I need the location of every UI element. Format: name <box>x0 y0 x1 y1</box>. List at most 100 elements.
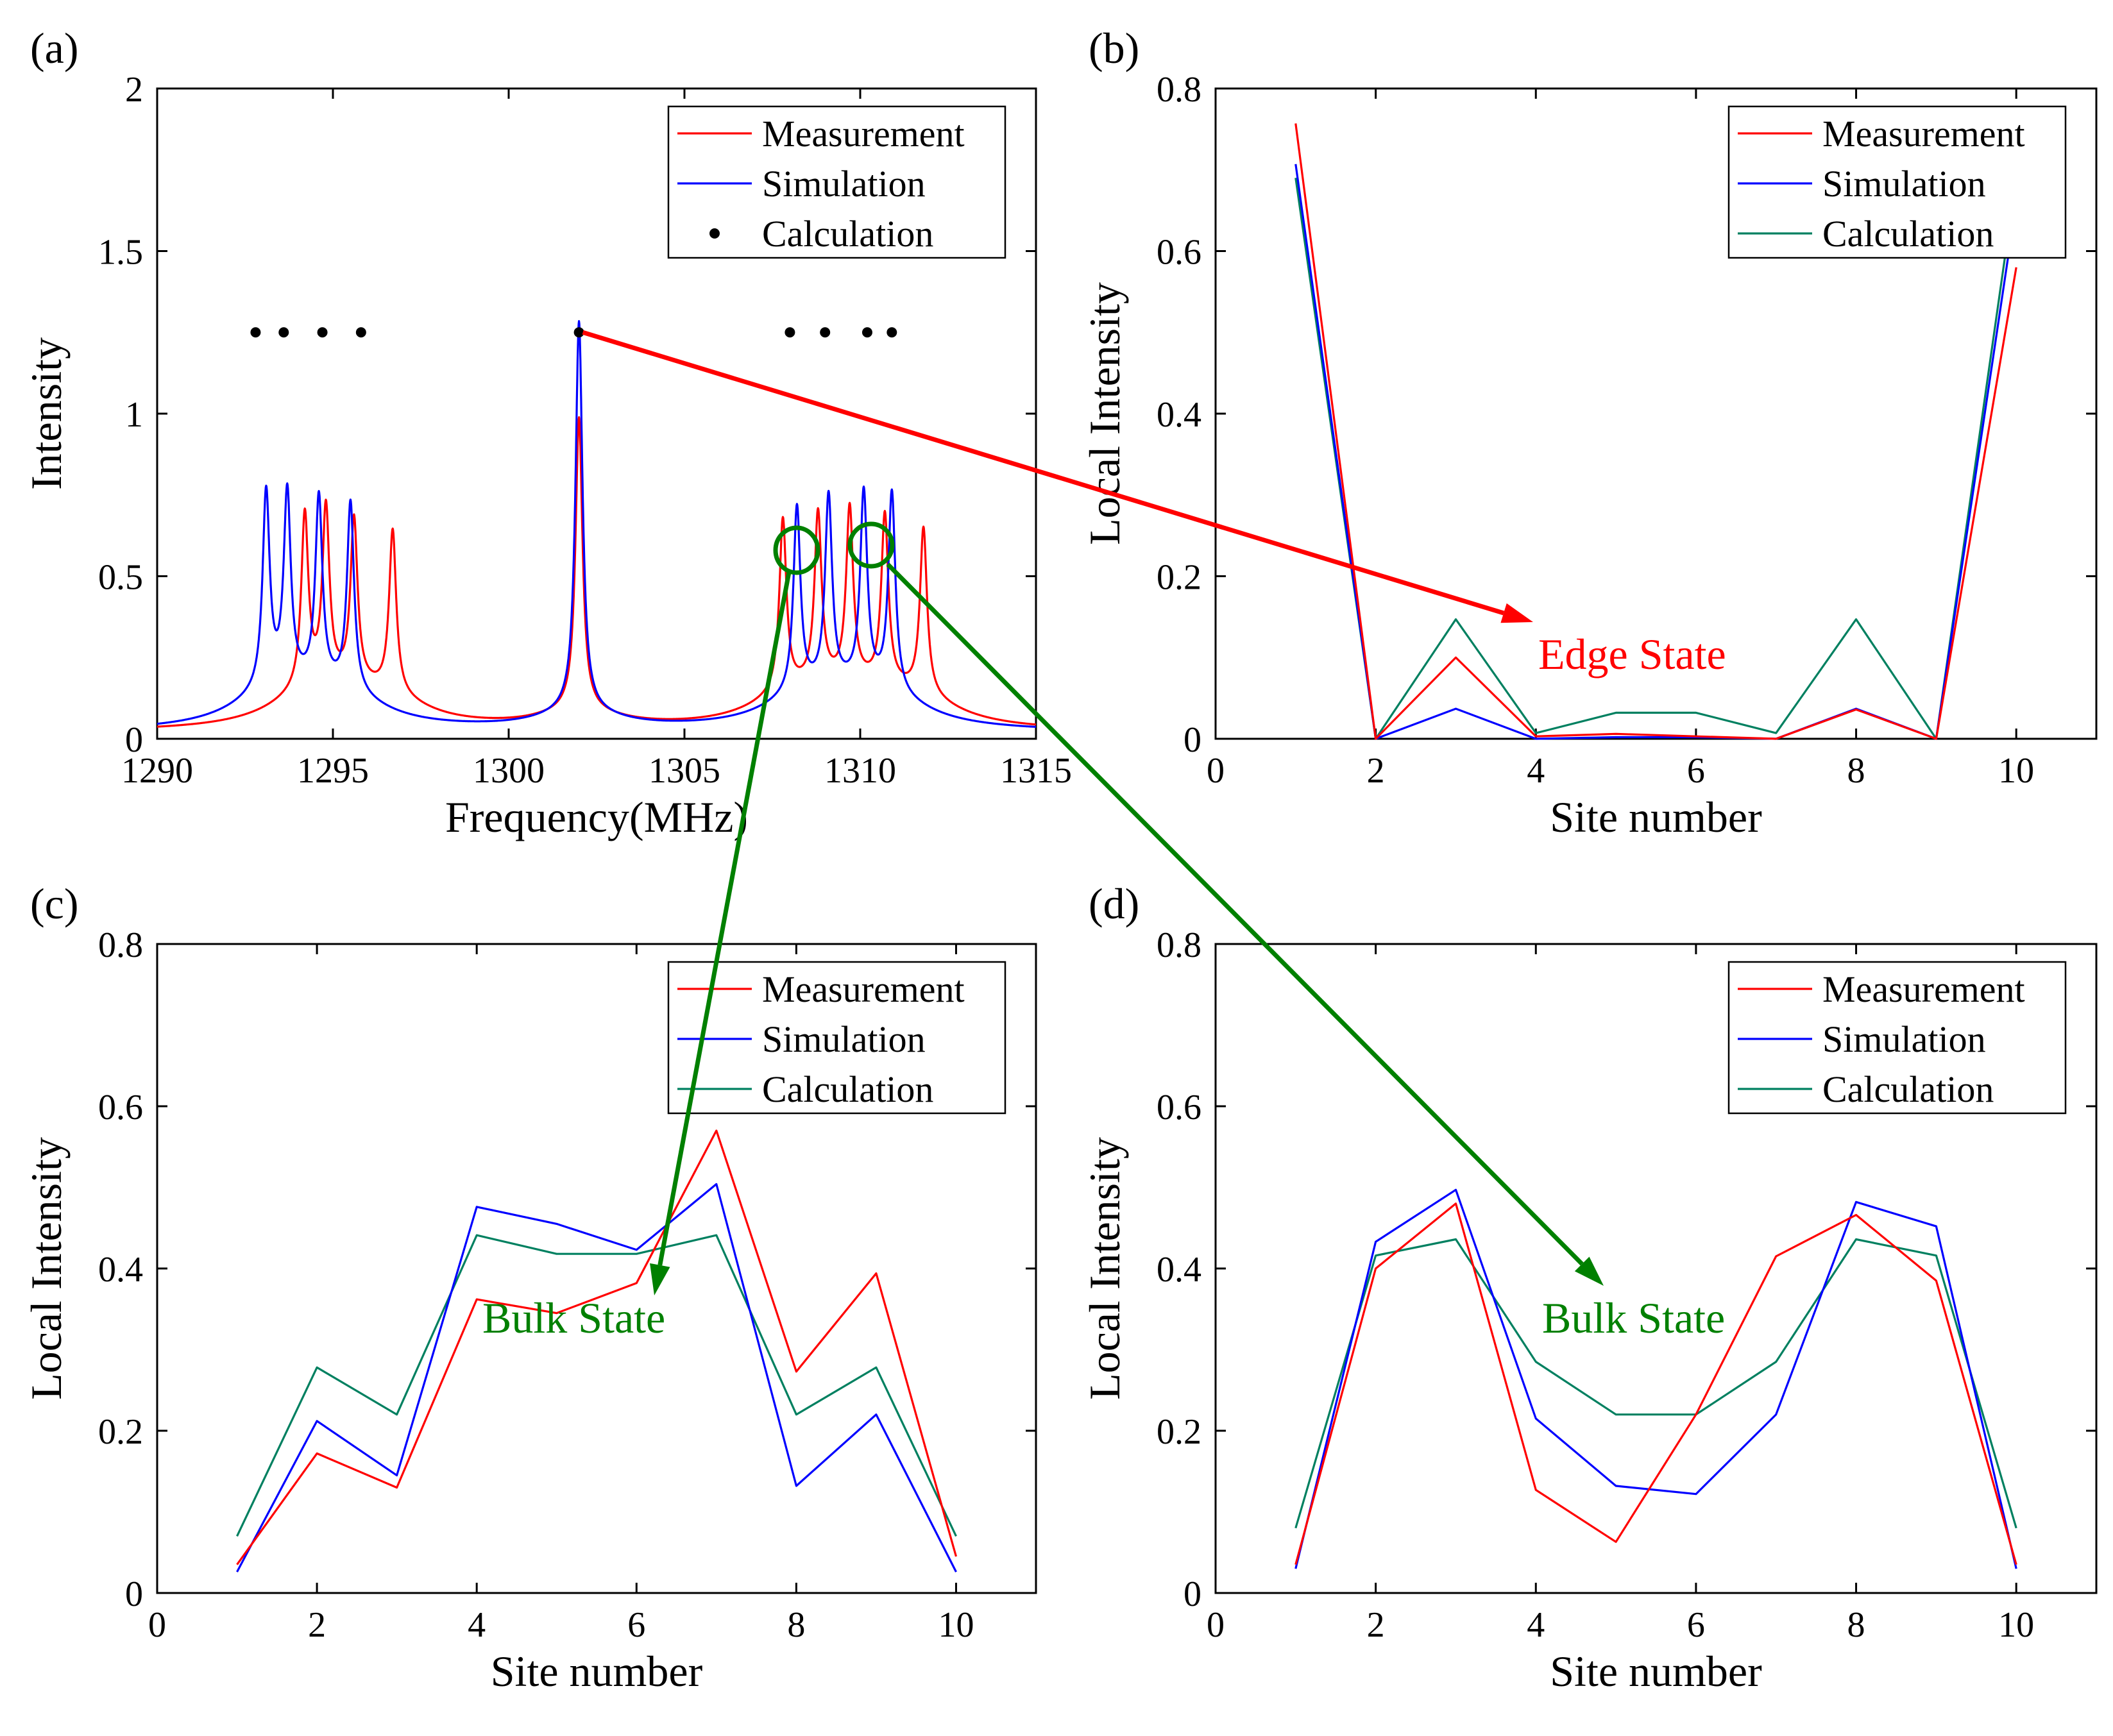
x-tick-label: 1290 <box>121 751 193 791</box>
series-line-measurement <box>1294 123 2017 740</box>
y-tick-label: 0.6 <box>98 1088 143 1127</box>
x-tick-label: 10 <box>938 1605 974 1645</box>
series-line-simulation <box>1294 1188 2017 1569</box>
y-axis-label: Intensity <box>22 337 71 490</box>
x-tick-label: 0 <box>148 1605 166 1645</box>
legend-label-measurement: Measurement <box>1822 968 2025 1010</box>
y-axis-label: Local Intensity <box>1080 282 1129 545</box>
calculation-dot <box>820 327 831 338</box>
bulk-arrow-d-head <box>1574 1256 1604 1286</box>
x-tick-label: 1305 <box>649 751 720 791</box>
y-tick-label: 0.8 <box>1157 925 1201 965</box>
bulk-circle-1 <box>773 525 820 575</box>
x-axis-label: Site number <box>1550 1647 1762 1696</box>
panel-2: 0 2 4 6 8 10 0 0.2 0.4 0.6 0.8 Site number Local Int… <box>22 879 1037 1696</box>
x-tick-label: 4 <box>1527 1605 1545 1645</box>
y-tick-label: 0.5 <box>98 558 143 598</box>
series-line-calculation <box>1294 178 2017 740</box>
bulk-state-label-c: Bulk State <box>482 1294 665 1342</box>
x-tick-label: 2 <box>308 1605 326 1645</box>
y-axis-label: Local Intensity <box>1080 1137 1129 1400</box>
y-tick-label: 0.8 <box>1157 70 1201 110</box>
x-tick-label: 0 <box>1207 1605 1225 1645</box>
x-tick-label: 10 <box>1998 1605 2034 1645</box>
bulk-arrow-c-shaft <box>658 571 792 1266</box>
x-axis-label: Site number <box>1550 793 1762 841</box>
edge-state-arrow <box>582 330 1533 623</box>
legend-label-measurement: Measurement <box>762 113 965 155</box>
calculation-dot <box>278 327 289 338</box>
panel-label: (d) <box>1089 879 1139 928</box>
x-tick-label: 4 <box>1527 751 1545 791</box>
series-simulation <box>1294 1188 2017 1569</box>
x-tick-label: 1300 <box>473 751 545 791</box>
edge-state-label: Edge State <box>1538 630 1726 678</box>
panel-label: (a) <box>30 24 78 72</box>
series-measurement <box>157 416 1036 728</box>
x-tick-label: 6 <box>1687 751 1705 791</box>
legend-label-calculation: Calculation <box>762 213 933 255</box>
legend: Measurement Simulation Calculation <box>1727 961 2067 1115</box>
bulk-arrow-d <box>886 562 1604 1286</box>
legend-box <box>667 105 1006 259</box>
series-simulation <box>236 1183 957 1572</box>
series-measurement <box>236 1129 958 1565</box>
legend-label-calculation: Calculation <box>762 1068 933 1110</box>
bulk-arrow-c-head <box>650 1263 670 1295</box>
calculation-dot <box>355 327 366 338</box>
series-line-simulation <box>236 1183 957 1572</box>
series-calculation <box>1294 1238 2017 1529</box>
calculation-dot <box>317 327 328 338</box>
y-tick-label: 1.5 <box>98 233 143 273</box>
series-line-measurement <box>236 1129 958 1565</box>
edge-state-arrow-shaft <box>582 330 1505 616</box>
y-tick-label: 0.2 <box>1157 1412 1201 1452</box>
bulk-arrow-d-shaft <box>886 562 1584 1266</box>
x-axis-label: Frequency(MHz) <box>445 793 748 841</box>
x-tick-label: 6 <box>627 1605 645 1645</box>
y-tick-label: 0.4 <box>98 1250 143 1290</box>
panel-3: 0 2 4 6 8 10 0 0.2 0.4 0.6 0.8 Site number Local Int… <box>1080 879 2098 1696</box>
edge-state-arrow-head <box>1500 603 1533 623</box>
x-tick-label: 2 <box>1367 751 1385 791</box>
x-tick-label: 8 <box>787 1605 805 1645</box>
calculation-dot <box>861 327 872 338</box>
y-tick-label: 0.2 <box>1157 558 1201 598</box>
series-calculation <box>236 1234 957 1537</box>
y-tick-label: 0.8 <box>98 925 143 965</box>
y-tick-label: 0 <box>125 720 143 760</box>
legend-label-calculation: Calculation <box>1822 1068 1994 1110</box>
y-tick-label: 0.4 <box>1157 1250 1201 1290</box>
y-tick-label: 0 <box>125 1574 143 1614</box>
bulk-arrow-c <box>650 571 792 1295</box>
legend-label-measurement: Measurement <box>762 968 965 1010</box>
legend: Measurement Simulation Calculation <box>667 105 1006 259</box>
y-tick-label: 0.6 <box>1157 1088 1201 1127</box>
calculation-dot <box>573 327 584 338</box>
legend-label-simulation: Simulation <box>1822 1018 1986 1060</box>
series-line-calculation <box>1294 1238 2017 1529</box>
legend-label-simulation: Simulation <box>762 163 926 205</box>
legend: Measurement Simulation Calculation <box>667 961 1006 1115</box>
bulk-circle-2 <box>847 521 895 569</box>
x-tick-label: 1310 <box>824 751 896 791</box>
y-axis-label: Local Intensity <box>22 1137 71 1400</box>
calculation-dot <box>887 327 897 338</box>
y-tick-label: 2 <box>125 70 143 110</box>
legend-dot-marker <box>709 228 720 239</box>
panel-1: 0 2 4 6 8 10 0 0.2 0.4 0.6 0.8 Site number Local Int… <box>1080 24 2098 841</box>
y-tick-label: 0.6 <box>1157 233 1201 273</box>
x-tick-label: 6 <box>1687 1605 1705 1645</box>
calculation-dot <box>250 327 261 338</box>
y-tick-label: 0 <box>1184 720 1201 760</box>
panel-label: (c) <box>30 879 78 928</box>
series-measurement <box>1294 123 2017 740</box>
panel-0: 1290 1295 1300 1305 1310 1315 0 0.5 1 1.5 2 Frequen… <box>22 24 1072 841</box>
legend: Measurement Simulation Calculation <box>1727 105 2067 259</box>
x-tick-label: 2 <box>1367 1605 1385 1645</box>
x-tick-label: 0 <box>1207 751 1225 791</box>
y-tick-label: 0.2 <box>98 1412 143 1452</box>
legend-label-calculation: Calculation <box>1822 213 1994 255</box>
bulk-state-label-d: Bulk State <box>1542 1294 1725 1342</box>
